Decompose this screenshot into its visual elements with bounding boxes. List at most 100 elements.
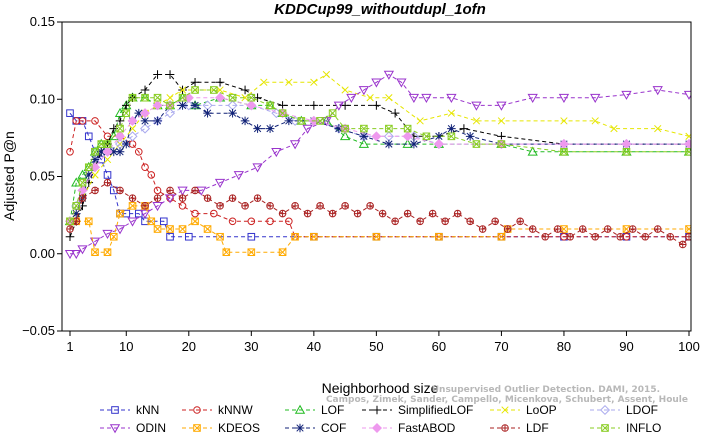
data-point-inflo [103, 140, 112, 148]
data-point-ldf [91, 186, 99, 195]
legend-item-ldf: LDF [490, 421, 549, 434]
data-point-odin [358, 86, 370, 96]
data-point-kdeos [116, 209, 124, 218]
legend-label-knn: kNN [136, 403, 159, 417]
legend-label-loop: LoOP [526, 403, 557, 417]
data-point-cof [134, 108, 144, 118]
data-point-ldf [203, 194, 212, 202]
data-point-cof [121, 139, 131, 149]
data-point-odin [383, 70, 395, 80]
data-point-kdeos [216, 232, 224, 241]
data-point-ldf [266, 202, 274, 210]
data-point-kdeos [166, 225, 174, 233]
data-point-loop [341, 86, 349, 94]
data-point-odin [289, 140, 301, 150]
data-point-kdeos [435, 232, 443, 241]
data-point-odin [471, 101, 482, 111]
data-point-ldf [603, 225, 612, 233]
data-point-ldf [191, 186, 199, 195]
data-point-loop [366, 94, 374, 102]
x-tick-label: 40 [307, 339, 321, 354]
x-axis: 1 10 20 30 40 50 60 70 80 90 100 [66, 331, 700, 354]
legend-marker-ldof [599, 404, 611, 416]
data-point-ldf [341, 202, 349, 210]
data-point-inflo [278, 109, 287, 117]
data-point-fastabod [402, 131, 413, 142]
legend-label-odin: ODIN [136, 421, 166, 434]
data-point-cof [109, 147, 119, 157]
data-point-ldf [453, 209, 462, 218]
data-point-inflo [153, 93, 162, 102]
data-point-ldf [78, 194, 87, 202]
data-point-simplifiedlof [140, 85, 150, 95]
legend-label-fastabod: FastABOD [398, 421, 456, 434]
data-point-knnw [228, 217, 237, 226]
data-point-odin [496, 101, 507, 111]
data-point-odin [652, 86, 663, 96]
data-point-fastabod [215, 92, 226, 103]
data-point-odin [102, 229, 113, 239]
series-line-knnw [69, 120, 689, 238]
legend-item-odin: ODIN [100, 421, 166, 434]
data-point-ldf [178, 194, 187, 202]
data-point-ldf [678, 240, 687, 249]
data-point-lof [114, 107, 126, 117]
data-point-fastabod [140, 108, 151, 119]
data-point-inflo [341, 124, 349, 133]
data-point-kdeos [147, 217, 156, 226]
data-point-kdeos [497, 232, 506, 241]
legend-marker-inflo [601, 424, 609, 432]
x-tick-label: 90 [619, 339, 633, 354]
data-point-inflo [84, 163, 93, 172]
legend-item-ldof: LDOF [590, 403, 658, 417]
legend-marker-fastabod [371, 422, 383, 434]
y-tick-label: −0.05 [22, 323, 55, 338]
data-point-ldf [366, 202, 374, 210]
data-point-ldf [153, 194, 162, 202]
data-point-loop [103, 155, 112, 164]
data-point-ldf [641, 232, 650, 241]
data-point-knnw [134, 147, 143, 156]
series-line-inflo [69, 89, 689, 222]
data-point-inflo [297, 117, 306, 125]
data-point-loop [385, 94, 393, 102]
legend-item-knn: kNN [100, 403, 159, 417]
data-point-loop [416, 117, 424, 125]
chart-title: KDDCup99_withoutdupl_1ofn [274, 1, 486, 18]
data-point-ldf [541, 232, 549, 241]
data-point-knnw [247, 217, 256, 226]
data-point-ldf [72, 217, 81, 226]
series-line-loop [69, 73, 690, 222]
data-point-knnw [147, 171, 156, 179]
legend-marker-ldf [501, 424, 509, 432]
x-tick-label: 10 [119, 339, 133, 354]
data-point-loop [91, 171, 99, 179]
data-point-ldf [428, 209, 437, 218]
legend-label-knnw: kNNW [218, 403, 253, 417]
data-point-knnw [210, 209, 218, 218]
data-point-ldf [378, 209, 387, 218]
legend-marker-odin [109, 424, 121, 434]
legend-item-lof: LOF [285, 403, 344, 417]
data-point-knnw [266, 217, 274, 226]
data-point-simplifiedlof [390, 108, 400, 118]
data-point-cof [153, 116, 162, 126]
data-point-cof [384, 139, 394, 149]
data-point-loop [560, 117, 568, 125]
data-point-ldf [141, 202, 149, 210]
data-point-knn [184, 232, 193, 241]
legend-marker-lof [294, 404, 306, 414]
data-point-lof [358, 138, 370, 148]
data-point-knnw [91, 117, 99, 125]
data-point-kdeos [372, 232, 381, 241]
x-tick-label: 60 [432, 339, 446, 354]
y-tick-label: 0.05 [30, 169, 55, 184]
legend-marker-simplifiedlof [372, 405, 382, 415]
data-point-odin [621, 90, 632, 100]
legend-marker-loop [501, 406, 509, 414]
data-point-inflo [497, 140, 506, 148]
x-tick-label: 50 [369, 339, 383, 354]
data-point-simplifiedlof [115, 116, 125, 126]
data-point-kdeos [203, 225, 212, 233]
data-point-ldf [228, 194, 237, 202]
